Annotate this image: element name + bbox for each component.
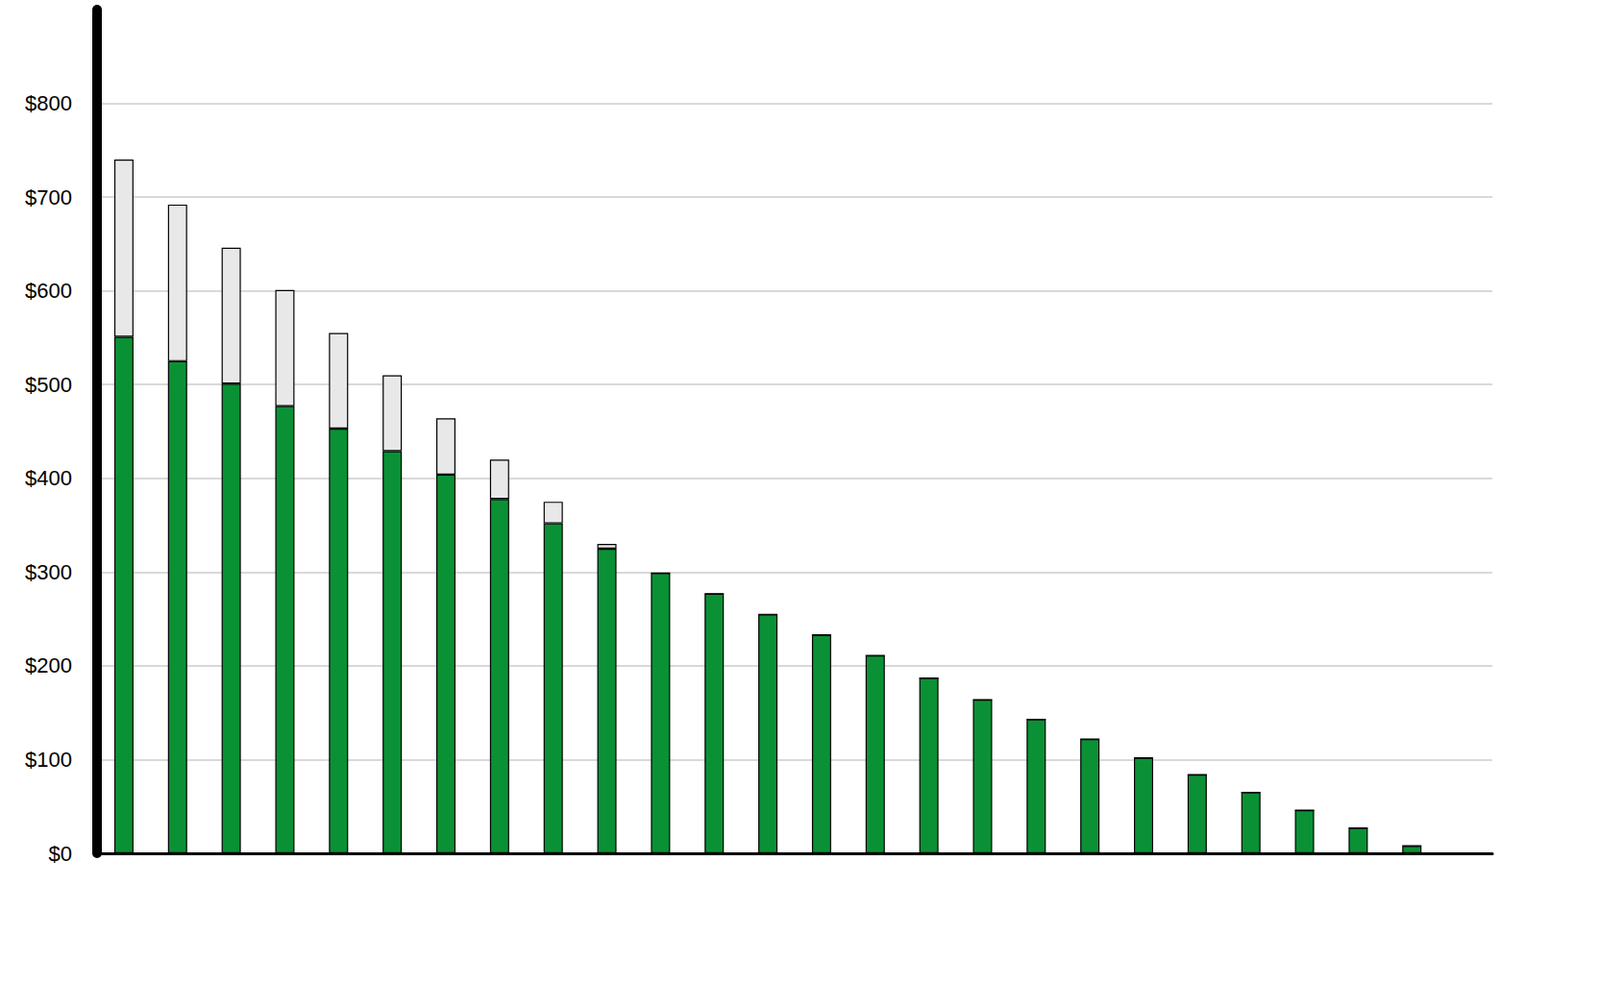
svg-text:$800: $800 xyxy=(24,91,73,116)
svg-text:$300: $300 xyxy=(24,560,73,585)
svg-text:$200: $200 xyxy=(24,653,73,678)
svg-text:$700: $700 xyxy=(24,185,73,210)
svg-text:$600: $600 xyxy=(24,278,73,303)
svg-text:$500: $500 xyxy=(24,372,73,397)
svg-text:$0: $0 xyxy=(49,841,73,866)
svg-text:$100: $100 xyxy=(24,747,73,772)
svg-text:$400: $400 xyxy=(24,466,73,491)
